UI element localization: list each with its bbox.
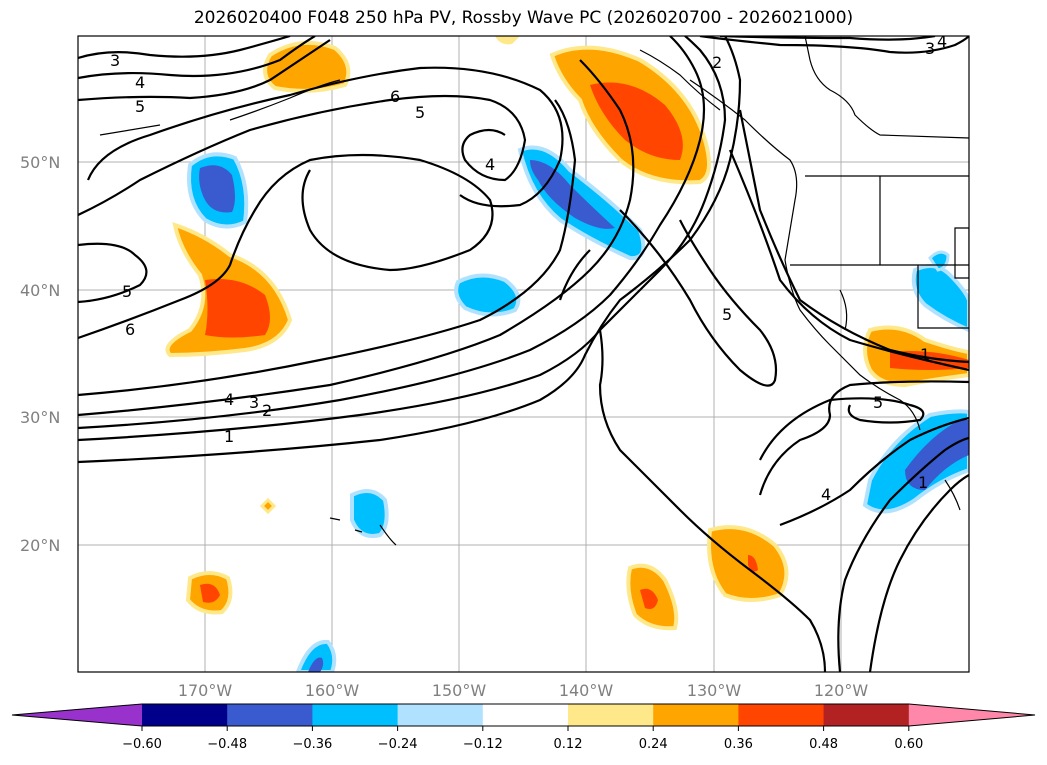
colorbar-tick-label: 0.36 [724, 737, 753, 752]
contour-label: 4 [937, 32, 947, 51]
contour-label: 4 [485, 155, 495, 174]
colorbar-extend-low [12, 704, 142, 726]
colorbar-swatch [482, 704, 569, 726]
negative-anomaly [295, 639, 337, 672]
colorbar-tick-label: −0.48 [207, 737, 247, 752]
negative-anomaly [454, 273, 521, 317]
lon-label: 140°W [559, 681, 614, 700]
contour-label: 5 [122, 282, 132, 301]
contour-label: 6 [390, 87, 400, 106]
contour-labels: 3 4 5 6 5 4 5 6 4 3 2 1 2 3 4 5 5 4 1 1 [110, 32, 947, 504]
colorbar-swatch [738, 704, 825, 726]
contour-label: 5 [873, 393, 883, 412]
colorbar-tick-label: 0.60 [894, 737, 923, 752]
lat-label: 30°N [20, 408, 60, 427]
colorbar-tick-label: −0.36 [292, 737, 332, 752]
map-frame [77, 35, 970, 673]
lon-label: 130°W [687, 681, 742, 700]
plot-title: 2026020400 F048 250 hPa PV, Rossby Wave … [193, 8, 854, 28]
negative-anomaly [350, 489, 389, 538]
colorbar-tick-label: −0.24 [378, 737, 418, 752]
latitude-labels: 50°N 40°N 30°N 20°N [20, 153, 60, 555]
lon-label: 170°W [178, 681, 233, 700]
contour-label: 1 [224, 427, 234, 446]
colorbar-swatch [397, 704, 484, 726]
positive-anomaly-core [200, 583, 220, 603]
colorbar-extend-high [908, 704, 1035, 726]
colorbar-tick-label: 0.48 [809, 737, 838, 752]
contour-label: 1 [918, 473, 928, 492]
contour-label: 5 [722, 305, 732, 324]
negative-anomaly-core [199, 165, 235, 213]
longitude-labels: 170°W 160°W 150°W 140°W 130°W 120°W [178, 681, 869, 700]
contour-label: 6 [125, 320, 135, 339]
colorbar-tick-label: −0.60 [122, 737, 162, 752]
lon-label: 120°W [814, 681, 869, 700]
positive-anomaly [259, 497, 277, 515]
contour-label: 4 [224, 390, 234, 409]
contour-label: 2 [712, 53, 722, 72]
colorbar-swatch [142, 704, 228, 726]
contour-label: 4 [135, 73, 145, 92]
colorbar-tick-label: 0.12 [554, 737, 583, 752]
lon-label: 160°W [305, 681, 360, 700]
contour-label: 3 [249, 393, 259, 412]
colorbar-swatch [312, 704, 399, 726]
colorbar-swatch [823, 704, 910, 726]
colorbar-swatch [227, 704, 313, 726]
positive-anomaly [495, 36, 520, 45]
colorbar-swatch [568, 704, 654, 726]
lat-label: 50°N [20, 153, 60, 172]
positive-anomaly-core [640, 588, 658, 609]
pv-contours [78, 36, 969, 672]
contour-label: 2 [262, 401, 272, 420]
lat-label: 20°N [20, 536, 60, 555]
positive-anomaly-core [748, 555, 758, 572]
contour-label: 5 [415, 103, 425, 122]
pv-anomaly-shading [165, 36, 969, 672]
map-area: 3 4 5 6 5 4 5 6 4 3 2 1 2 3 4 5 5 4 1 1 [78, 32, 969, 672]
lon-label: 150°W [432, 681, 487, 700]
colorbar: −0.60 −0.48 −0.36 −0.24 −0.12 0.12 0.24 0.36 0.4… [11, 703, 1036, 752]
negative-anomaly-core [905, 420, 969, 490]
lat-label: 40°N [20, 281, 60, 300]
contour-label: 4 [821, 485, 831, 504]
contour-label: 5 [135, 97, 145, 116]
contour-label: 3 [925, 39, 935, 58]
colorbar-tick-label: −0.12 [463, 737, 503, 752]
negative-anomaly-core [308, 657, 324, 672]
colorbar-swatch [653, 704, 739, 726]
contour-label: 1 [920, 345, 930, 364]
coastlines [99, 36, 969, 546]
colorbar-tick-label: 0.24 [639, 737, 668, 752]
contour-label: 3 [110, 51, 120, 70]
positive-anomaly-core [205, 279, 270, 338]
